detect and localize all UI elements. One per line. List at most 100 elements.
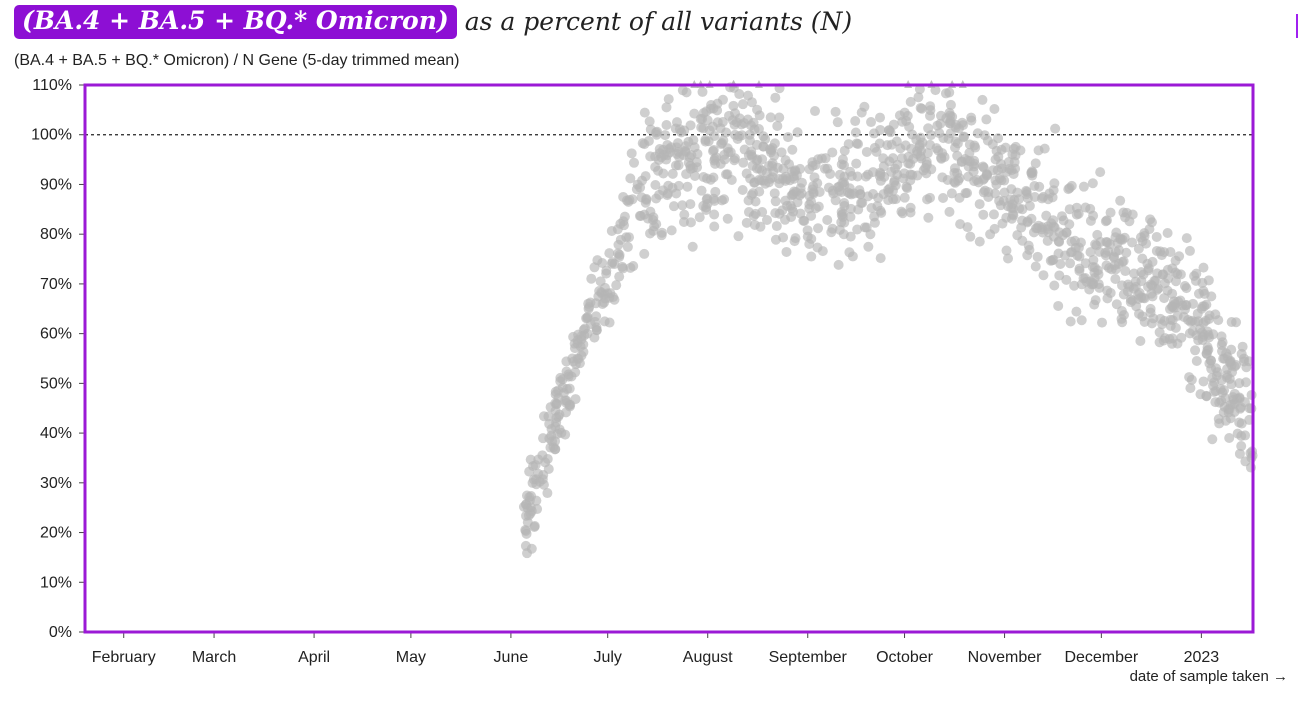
data-point xyxy=(936,153,947,164)
data-point xyxy=(656,227,667,238)
data-point xyxy=(689,171,700,182)
data-point xyxy=(1097,317,1108,328)
data-point xyxy=(1170,255,1181,266)
data-point xyxy=(654,189,665,200)
data-point xyxy=(941,113,952,124)
data-point xyxy=(1074,265,1085,276)
data-point xyxy=(663,94,674,105)
data-point xyxy=(688,135,699,146)
data-point xyxy=(846,171,857,182)
data-point xyxy=(661,119,672,130)
data-point xyxy=(724,110,735,121)
y-tick-label: 60% xyxy=(40,326,72,343)
data-point xyxy=(1147,256,1158,267)
data-point xyxy=(946,188,957,199)
data-point xyxy=(1159,278,1170,289)
data-point xyxy=(875,112,886,123)
y-tick-label: 70% xyxy=(40,276,72,293)
data-point xyxy=(1226,317,1237,328)
data-point xyxy=(865,229,876,240)
data-point xyxy=(648,225,659,236)
data-point xyxy=(1063,184,1074,195)
data-point xyxy=(529,521,540,532)
data-point xyxy=(1212,367,1223,378)
data-point xyxy=(1236,418,1247,429)
data-point xyxy=(543,411,554,422)
data-point xyxy=(866,117,877,128)
data-point xyxy=(650,180,661,191)
data-point xyxy=(716,137,727,148)
data-point xyxy=(832,117,843,128)
data-point xyxy=(999,187,1010,198)
data-point xyxy=(545,402,556,413)
data-point xyxy=(1003,253,1014,264)
data-point xyxy=(667,168,678,179)
data-point xyxy=(1001,245,1012,256)
data-point xyxy=(888,194,899,205)
data-point xyxy=(709,209,720,220)
data-point xyxy=(579,323,590,334)
data-point xyxy=(1064,204,1075,215)
data-point xyxy=(570,367,581,378)
data-point xyxy=(916,103,927,114)
data-point xyxy=(1022,250,1033,261)
data-point xyxy=(550,444,561,455)
plot-frame xyxy=(83,83,1255,634)
data-point xyxy=(677,85,688,96)
data-point xyxy=(1060,250,1071,261)
data-point xyxy=(772,120,783,131)
data-point xyxy=(542,453,553,464)
data-point xyxy=(625,173,636,184)
data-point xyxy=(1186,374,1197,385)
data-point xyxy=(1105,207,1116,218)
data-point xyxy=(1111,299,1122,310)
data-point xyxy=(855,189,866,200)
data-point xyxy=(1095,167,1106,178)
data-point xyxy=(648,212,659,223)
data-point xyxy=(1112,238,1123,249)
data-point xyxy=(751,163,762,174)
data-point xyxy=(729,155,740,166)
data-point xyxy=(969,176,980,187)
data-point xyxy=(1045,255,1056,266)
data-point xyxy=(570,394,581,405)
data-point xyxy=(827,223,838,234)
data-point xyxy=(636,192,647,203)
data-point xyxy=(969,140,980,151)
data-point xyxy=(1102,293,1113,304)
data-point xyxy=(997,218,1008,229)
data-point xyxy=(604,248,615,259)
data-point xyxy=(561,366,572,377)
data-point xyxy=(660,130,671,141)
data-point xyxy=(952,138,963,149)
y-tick-label: 30% xyxy=(40,475,72,492)
data-point xyxy=(765,112,776,123)
data-point xyxy=(732,134,743,145)
data-point xyxy=(810,159,821,170)
data-point xyxy=(1207,434,1218,445)
data-point xyxy=(983,192,994,203)
data-point xyxy=(1100,216,1111,227)
data-point xyxy=(857,197,868,208)
data-point xyxy=(1190,275,1201,286)
data-point xyxy=(733,231,744,242)
data-point xyxy=(822,215,833,226)
data-point xyxy=(1154,337,1165,348)
data-point xyxy=(837,208,848,219)
data-point xyxy=(1023,240,1034,251)
data-point xyxy=(770,92,781,103)
data-point xyxy=(1119,232,1130,243)
data-point xyxy=(661,102,672,113)
data-point xyxy=(897,208,908,219)
data-point xyxy=(741,217,752,228)
data-point xyxy=(564,401,575,412)
data-point xyxy=(640,171,651,182)
data-point xyxy=(666,225,677,236)
data-point xyxy=(1162,228,1173,239)
data-point xyxy=(1236,441,1247,452)
data-point xyxy=(913,92,924,103)
data-point xyxy=(751,155,762,166)
data-point xyxy=(839,200,850,211)
data-point xyxy=(953,175,964,186)
data-point xyxy=(1050,123,1061,134)
